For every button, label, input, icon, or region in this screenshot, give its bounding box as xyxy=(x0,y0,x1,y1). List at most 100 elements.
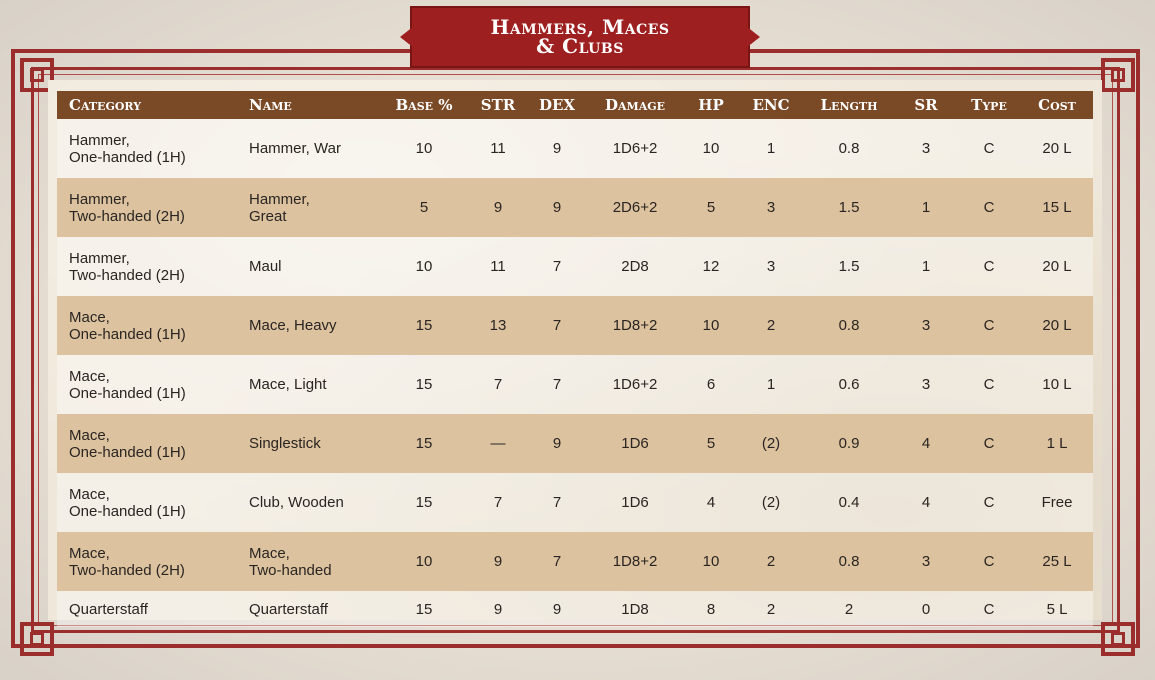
cell-base: 15 xyxy=(415,494,433,511)
cell-enc: 2 xyxy=(766,553,776,570)
corner-ornament-top-left xyxy=(20,58,54,92)
cell-dex: 7 xyxy=(552,494,562,511)
cell-damage: 1D6+2 xyxy=(612,376,658,393)
cell-sr: 3 xyxy=(921,140,931,157)
cell-length: 0.8 xyxy=(838,553,860,570)
cell-enc: 1 xyxy=(766,376,776,393)
header-str: STR xyxy=(480,96,516,114)
cell-hp: 6 xyxy=(706,376,716,393)
cell-type: C xyxy=(983,376,995,393)
table-row: Mace, Two-handed (2H) Mace, Two-handed 10 … xyxy=(57,532,1093,591)
cell-category-line2: One-handed (1H) xyxy=(69,384,186,402)
cell-hp: 10 xyxy=(702,317,720,334)
cell-cost: 10 L xyxy=(1042,376,1072,393)
cell-category: Mace, Two-handed (2H) xyxy=(57,532,237,591)
cell-cost: 25 L xyxy=(1042,553,1072,570)
inner-frame-rule xyxy=(38,74,1113,626)
cell-category-line1: Mace, xyxy=(69,308,110,326)
cell-category: Hammer, Two-handed (2H) xyxy=(57,237,237,296)
cell-name: Mace, Two-handed xyxy=(237,532,379,591)
header-hp: HP xyxy=(698,96,724,114)
cell-category-line1: Mace, xyxy=(69,367,110,385)
cell-str: 9 xyxy=(493,553,503,570)
header-cost: Cost xyxy=(1038,96,1076,114)
cell-base: 5 xyxy=(419,199,429,216)
cell-length: 0.4 xyxy=(838,494,860,511)
cell-name: Singlestick xyxy=(237,414,379,473)
cell-name-line2: Great xyxy=(249,207,287,225)
cell-name-line2: Two-handed xyxy=(249,561,332,579)
cell-str: 7 xyxy=(493,494,503,511)
title-line-2: & Clubs xyxy=(536,34,624,58)
cell-category: Mace, One-handed (1H) xyxy=(57,355,237,414)
table-row: Hammer, One-handed (1H) Hammer, War 10 11… xyxy=(57,119,1093,178)
cell-dex: 7 xyxy=(552,553,562,570)
cell-hp: 5 xyxy=(706,435,716,452)
cell-damage: 1D8+2 xyxy=(612,553,658,570)
cell-sr: 1 xyxy=(921,199,931,216)
weapons-table: Category Name Base % STR DEX Damage HP E… xyxy=(57,91,1093,627)
cell-sr: 3 xyxy=(921,553,931,570)
cell-base: 15 xyxy=(415,376,433,393)
cell-base: 15 xyxy=(415,317,433,334)
cell-enc: 2 xyxy=(766,600,776,618)
cell-damage: 1D6+2 xyxy=(612,140,658,157)
cell-dex: 9 xyxy=(552,199,562,216)
cell-enc: 3 xyxy=(766,258,776,275)
cell-str: 9 xyxy=(493,600,503,618)
cell-base: 10 xyxy=(415,258,433,275)
cell-name: Hammer, Great xyxy=(237,178,379,237)
cell-name-line1: Maul xyxy=(249,258,282,275)
cell-cost: 20 L xyxy=(1042,317,1072,334)
cell-name: Mace, Heavy xyxy=(237,296,379,355)
cell-base: 15 xyxy=(415,600,433,618)
cell-base: 10 xyxy=(415,553,433,570)
cell-hp: 10 xyxy=(702,140,720,157)
cell-category-line1: Hammer, xyxy=(69,131,130,149)
cell-sr: 3 xyxy=(921,376,931,393)
corner-ornament-bottom-left xyxy=(20,622,54,656)
cell-type: C xyxy=(983,140,995,157)
cell-name-line1: Hammer, War xyxy=(249,140,341,157)
table-row: Mace, One-handed (1H) Singlestick 15 — 9 … xyxy=(57,414,1093,473)
cell-base: 15 xyxy=(415,435,433,452)
cell-str: 11 xyxy=(490,140,506,157)
cell-category: Quarterstaff xyxy=(57,591,237,627)
cell-category-line2: Two-handed (2H) xyxy=(69,207,185,225)
cell-dex: 7 xyxy=(552,376,562,393)
table-row: Mace, One-handed (1H) Mace, Light 15 7 7 … xyxy=(57,355,1093,414)
cell-str: 11 xyxy=(490,258,506,275)
cell-category: Mace, One-handed (1H) xyxy=(57,296,237,355)
table-row: Mace, One-handed (1H) Mace, Heavy 15 13 7… xyxy=(57,296,1093,355)
cell-category-line1: Hammer, xyxy=(69,190,130,208)
cell-category-line1: Mace, xyxy=(69,426,110,444)
cell-sr: 3 xyxy=(921,317,931,334)
cell-category: Hammer, Two-handed (2H) xyxy=(57,178,237,237)
cell-type: C xyxy=(983,317,995,334)
cell-dex: 7 xyxy=(552,317,562,334)
cell-enc: 2 xyxy=(766,317,776,334)
cell-length: 1.5 xyxy=(838,199,860,216)
cell-enc: 1 xyxy=(766,140,776,157)
cell-name: Hammer, War xyxy=(237,119,379,178)
cell-hp: 5 xyxy=(706,199,716,216)
header-damage: Damage xyxy=(604,96,666,114)
cell-name: Mace, Light xyxy=(237,355,379,414)
title-banner: Hammers, Maces & Clubs xyxy=(410,6,750,68)
cell-cost: 20 L xyxy=(1042,140,1072,157)
table-header-row: Category Name Base % STR DEX Damage HP E… xyxy=(57,91,1093,119)
cell-type: C xyxy=(983,553,995,570)
cell-damage: 2D6+2 xyxy=(612,199,658,216)
cell-cost: 15 L xyxy=(1042,199,1072,216)
title-line-1: Hammers, Maces xyxy=(490,15,670,39)
cell-str: 9 xyxy=(493,199,503,216)
corner-ornament-bottom-right xyxy=(1101,622,1135,656)
header-dex: DEX xyxy=(538,96,576,114)
cell-length: 1.5 xyxy=(838,258,860,275)
table-row: Mace, One-handed (1H) Club, Wooden 15 7 7… xyxy=(57,473,1093,532)
cell-length: 0.8 xyxy=(838,140,860,157)
cell-dex: 9 xyxy=(552,140,562,157)
cell-cost: 5 L xyxy=(1046,600,1068,618)
cell-category-line2: Two-handed (2H) xyxy=(69,561,185,579)
cell-name-line1: Quarterstaff xyxy=(249,600,328,618)
